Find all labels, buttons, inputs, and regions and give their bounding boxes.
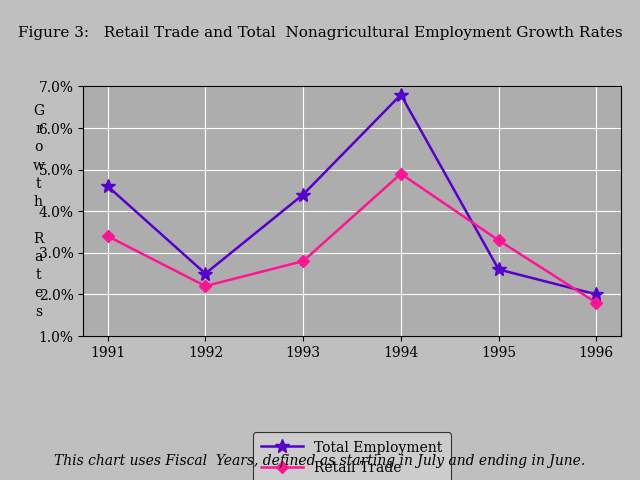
Text: h: h	[34, 195, 43, 209]
Retail Trade	[300, 258, 307, 264]
Retail Trade	[593, 300, 600, 306]
Total Employment	[397, 92, 404, 97]
Text: t: t	[36, 268, 41, 282]
Text: o: o	[34, 140, 43, 155]
Text: a: a	[34, 250, 43, 264]
Text: e: e	[35, 286, 42, 300]
Total Employment	[593, 291, 600, 297]
Total Employment	[495, 266, 502, 272]
Retail Trade	[104, 233, 111, 239]
Text: R: R	[33, 231, 44, 246]
Retail Trade	[202, 283, 209, 289]
Text: r: r	[35, 122, 42, 136]
Line: Retail Trade: Retail Trade	[104, 169, 600, 307]
Text: s: s	[35, 304, 42, 319]
Total Employment	[300, 192, 307, 197]
Text: Figure 3:   Retail Trade and Total  Nonagricultural Employment Growth Rates: Figure 3: Retail Trade and Total Nonagri…	[18, 26, 622, 40]
Total Employment	[202, 271, 209, 276]
Text: w: w	[33, 158, 44, 173]
Line: Total Employment: Total Employment	[100, 88, 604, 301]
Legend: Total Employment, Retail Trade: Total Employment, Retail Trade	[253, 432, 451, 480]
Text: G: G	[33, 104, 44, 118]
Text: This chart uses Fiscal  Years, defined as starting in July and ending in June.: This chart uses Fiscal Years, defined as…	[54, 454, 586, 468]
Retail Trade	[495, 238, 502, 243]
Retail Trade	[397, 171, 404, 177]
Total Employment	[104, 183, 111, 189]
Text: t: t	[36, 177, 41, 191]
